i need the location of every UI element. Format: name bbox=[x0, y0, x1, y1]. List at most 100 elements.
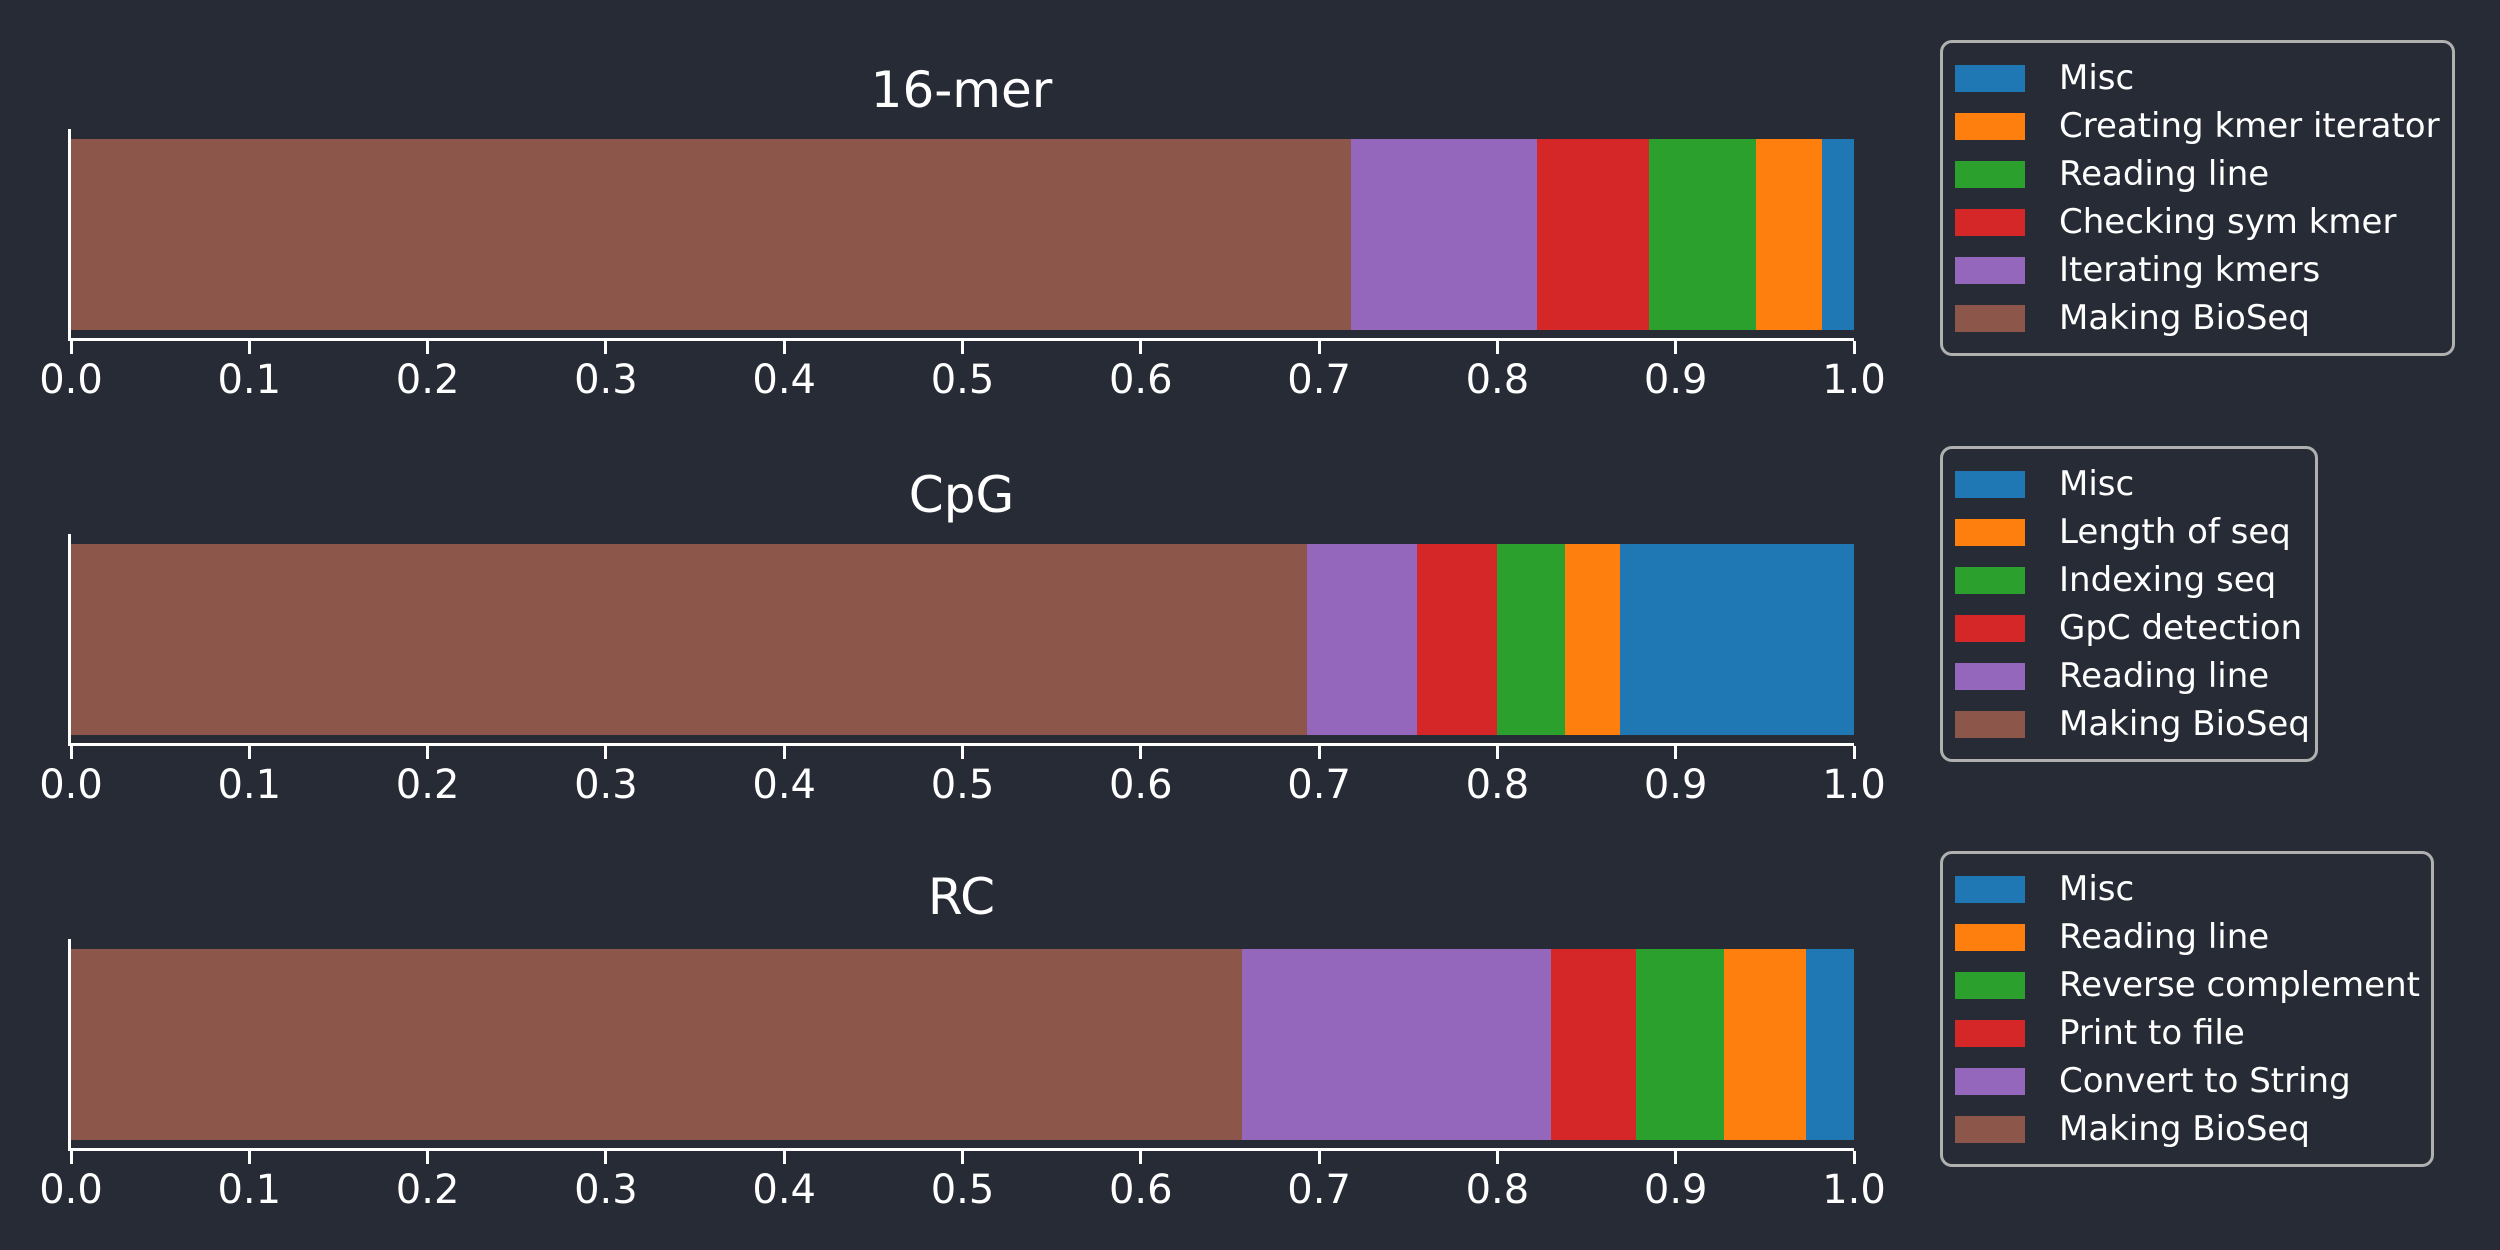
legend-item: Reading line bbox=[1955, 659, 2295, 693]
bar-segment-orange bbox=[1755, 139, 1822, 330]
bar-segment-red bbox=[1536, 139, 1649, 330]
legend-item: Reverse complement bbox=[1955, 968, 2420, 1002]
x-tick-label: 1.0 bbox=[1822, 762, 1886, 808]
plot-area: 0.0 0.1 0.2 0.3 0.4 0.5 0.6 0.7 0.8 0.9 1.0 bbox=[39, 129, 1886, 403]
stacked-bar bbox=[71, 139, 1854, 330]
legend-item: Reading line bbox=[1955, 920, 2411, 954]
legend-label: Making BioSeq bbox=[2059, 704, 2310, 744]
x-tick-mark bbox=[782, 341, 786, 354]
bar-segment-brown bbox=[71, 544, 1307, 735]
legend-item: Misc bbox=[1955, 467, 2295, 501]
legend-label: Reverse complement bbox=[2059, 965, 2420, 1005]
x-tick-label: 0.5 bbox=[930, 357, 995, 403]
x-tick-mark bbox=[69, 746, 73, 759]
bar-segment-blue bbox=[1821, 139, 1854, 330]
x-tick-label: 0.1 bbox=[217, 1167, 282, 1213]
x-tick-label: 0.0 bbox=[39, 1167, 103, 1213]
legend-swatch-green bbox=[1955, 971, 2025, 999]
x-tick-label: 0.4 bbox=[752, 1167, 816, 1213]
legend-label: Misc bbox=[2059, 464, 2135, 504]
legend-swatch-brown bbox=[1955, 304, 2025, 332]
x-tick-label: 0.5 bbox=[930, 762, 995, 808]
x-tick-mark bbox=[1674, 1151, 1678, 1164]
legend: Misc Creating kmer iterator Reading line Ch… bbox=[1940, 40, 2455, 356]
x-tick-label: 0.6 bbox=[1108, 357, 1173, 403]
x-tick-mark bbox=[604, 746, 608, 759]
bar-segment-purple bbox=[1242, 949, 1551, 1140]
legend-item: Iterating kmers bbox=[1955, 253, 2432, 287]
x-tick-mark bbox=[1495, 1151, 1499, 1164]
x-tick-label: 0.4 bbox=[752, 357, 816, 403]
legend-item: Creating kmer iterator bbox=[1955, 109, 2440, 143]
legend-swatch-orange bbox=[1955, 518, 2025, 546]
legend-swatch-red bbox=[1955, 1019, 2025, 1047]
x-tick-mark bbox=[604, 341, 608, 354]
legend-label: Reading line bbox=[2059, 917, 2270, 957]
legend-swatch-blue bbox=[1955, 64, 2025, 92]
legend-label: Misc bbox=[2059, 58, 2135, 98]
bar-segment-green bbox=[1636, 949, 1724, 1140]
legend-item: Indexing seq bbox=[1955, 563, 2295, 597]
legend-item: Checking sym kmer bbox=[1955, 205, 2432, 239]
x-tick-mark bbox=[604, 1151, 608, 1164]
x-tick-label: 0.3 bbox=[574, 762, 638, 808]
bar-segment-orange bbox=[1565, 544, 1621, 735]
legend-item: Making BioSeq bbox=[1955, 301, 2432, 335]
legend-swatch-red bbox=[1955, 614, 2025, 642]
bar-segment-red bbox=[1417, 544, 1498, 735]
x-tick-mark bbox=[1852, 341, 1856, 354]
x-tick-label: 0.3 bbox=[574, 1167, 638, 1213]
x-tick-label: 1.0 bbox=[1822, 357, 1886, 403]
legend-swatch-green bbox=[1955, 160, 2025, 188]
x-tick-mark bbox=[961, 1151, 964, 1164]
legend-label: Making BioSeq bbox=[2059, 298, 2310, 338]
legend-swatch-purple bbox=[1955, 1067, 2025, 1095]
x-tick-mark bbox=[426, 746, 430, 759]
legend-label: Print to file bbox=[2059, 1013, 2245, 1053]
x-tick-label: 0.5 bbox=[930, 1167, 995, 1213]
x-tick-label: 0.3 bbox=[574, 357, 638, 403]
x-tick-label: 0.6 bbox=[1108, 1167, 1173, 1213]
x-tick-mark bbox=[1495, 341, 1499, 354]
x-tick-mark bbox=[426, 341, 430, 354]
x-tick-mark bbox=[1139, 341, 1143, 354]
legend-item: Making BioSeq bbox=[1955, 1112, 2411, 1146]
bar-segment-purple bbox=[1306, 544, 1418, 735]
x-tick-label: 0.2 bbox=[395, 1167, 460, 1213]
x-tick-mark bbox=[1674, 341, 1678, 354]
legend-item: Convert to String bbox=[1955, 1064, 2411, 1098]
bar-segment-blue bbox=[1805, 949, 1854, 1140]
x-tick-mark bbox=[1674, 746, 1678, 759]
legend: Misc Length of seq Indexing seq GpC detecti… bbox=[1940, 446, 2318, 762]
legend-swatch-purple bbox=[1955, 256, 2025, 284]
x-tick-label: 0.2 bbox=[395, 762, 460, 808]
bar-segment-purple bbox=[1351, 139, 1537, 330]
x-tick-label: 0.4 bbox=[752, 762, 816, 808]
x-tick-mark bbox=[1317, 746, 1321, 759]
legend-label: Convert to String bbox=[2059, 1061, 2351, 1101]
x-tick-label: 0.0 bbox=[39, 357, 103, 403]
x-tick-mark bbox=[1317, 1151, 1321, 1164]
legend-item: Misc bbox=[1955, 61, 2432, 95]
bar-segment-orange bbox=[1723, 949, 1806, 1140]
x-tick-mark bbox=[1495, 746, 1499, 759]
x-tick-mark bbox=[426, 1151, 430, 1164]
x-tick-label: 0.8 bbox=[1465, 1167, 1530, 1213]
chart-title: CpG bbox=[908, 466, 1015, 524]
legend-label: Making BioSeq bbox=[2059, 1109, 2310, 1149]
x-tick-label: 0.8 bbox=[1465, 762, 1530, 808]
legend-swatch-orange bbox=[1955, 923, 2025, 951]
x-tick-mark bbox=[961, 341, 964, 354]
legend-swatch-blue bbox=[1955, 875, 2025, 903]
legend-label: Reading line bbox=[2059, 154, 2270, 194]
legend-label: Checking sym kmer bbox=[2059, 202, 2397, 242]
x-tick-label: 0.1 bbox=[217, 357, 282, 403]
legend-label: Creating kmer iterator bbox=[2059, 106, 2440, 146]
legend-item: Length of seq bbox=[1955, 515, 2295, 549]
x-tick-mark bbox=[247, 1151, 251, 1164]
x-tick-mark bbox=[1139, 1151, 1143, 1164]
x-tick-label: 0.9 bbox=[1643, 762, 1708, 808]
legend-swatch-brown bbox=[1955, 1115, 2025, 1143]
x-tick-label: 0.9 bbox=[1643, 357, 1708, 403]
bar-segment-blue bbox=[1620, 544, 1854, 735]
